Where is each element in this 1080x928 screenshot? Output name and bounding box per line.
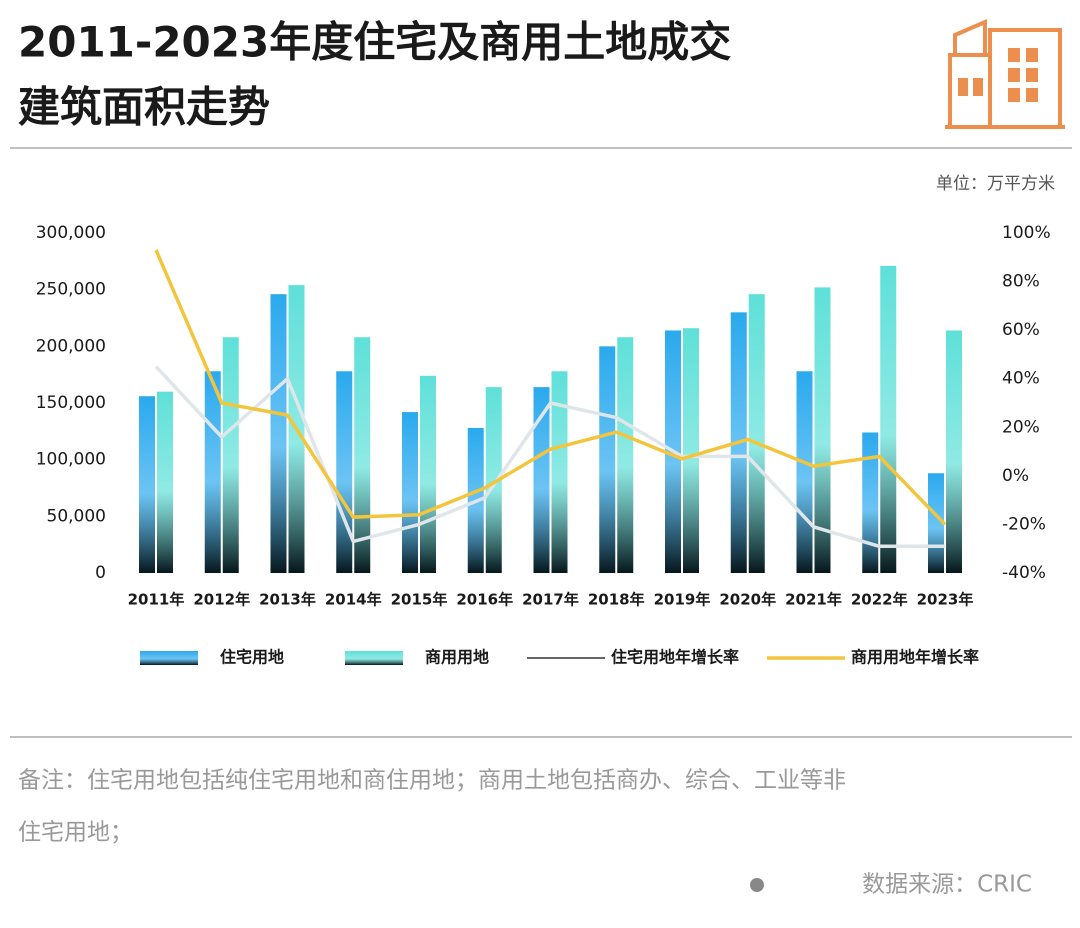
bar xyxy=(402,412,418,573)
x-tick-label: 2018年 xyxy=(588,591,645,609)
y-tick-label: 0 xyxy=(95,563,106,583)
x-tick-label: 2017年 xyxy=(522,591,579,609)
y2-tick-label: -40% xyxy=(1002,563,1046,583)
source: 数据来源：CRIC xyxy=(862,872,1032,898)
note: 备注：住宅用地包括纯住宅用地和商住用地；商用土地包括商办、综合、工业等非 xyxy=(18,768,846,794)
x-tick-label: 2019年 xyxy=(654,591,711,609)
y2-tick-label: 80% xyxy=(1002,272,1040,292)
bar xyxy=(796,371,813,573)
legend-label: 住宅用地 xyxy=(220,648,284,667)
legend-swatch xyxy=(345,651,403,665)
y2-tick-label: 0% xyxy=(1002,466,1029,486)
y2-tick-label: 20% xyxy=(1002,417,1040,437)
y-tick-label: 50,000 xyxy=(47,506,106,526)
bar xyxy=(748,294,765,573)
bar xyxy=(599,346,616,573)
x-tick-label: 2021年 xyxy=(785,591,842,609)
bar xyxy=(420,375,436,573)
bar xyxy=(814,287,831,573)
x-tick-label: 2013年 xyxy=(259,591,316,609)
bar xyxy=(485,387,502,573)
bar xyxy=(336,371,353,573)
building-icon xyxy=(945,18,1065,129)
bar xyxy=(880,265,897,573)
x-tick-label: 2016年 xyxy=(456,591,513,609)
x-tick-label: 2015年 xyxy=(391,591,448,609)
y-tick-label: 300,000 xyxy=(36,223,106,243)
bar xyxy=(139,396,155,573)
bar xyxy=(270,294,287,573)
x-tick-label: 2020年 xyxy=(719,591,776,609)
bar xyxy=(946,330,962,573)
bar xyxy=(533,387,550,573)
y2-tick-label: 40% xyxy=(1002,369,1040,389)
y-tick-label: 100,000 xyxy=(36,450,106,470)
legend-label: 住宅用地年增长率 xyxy=(611,648,739,667)
x-tick-label: 2014年 xyxy=(325,591,382,609)
bar xyxy=(551,371,568,573)
legend-label: 商用用地 xyxy=(425,648,489,667)
legend-swatch xyxy=(140,651,198,665)
x-tick-label: 2022年 xyxy=(851,591,908,609)
x-tick-label: 2023年 xyxy=(917,591,974,609)
y-tick-label: 150,000 xyxy=(36,393,106,413)
bar xyxy=(862,432,879,573)
y2-tick-label: 100% xyxy=(1002,223,1051,243)
bar xyxy=(157,391,173,573)
bar xyxy=(222,337,239,573)
source-dot xyxy=(750,878,764,892)
bar xyxy=(354,337,371,573)
x-tick-label: 2011年 xyxy=(128,591,185,609)
title: 2011-2023年度住宅及商用土地成交 xyxy=(18,18,731,67)
title: 建筑面积走势 xyxy=(18,83,270,132)
y2-tick-label: 60% xyxy=(1002,320,1040,340)
line xyxy=(154,365,945,549)
x-tick-label: 2012年 xyxy=(193,591,250,609)
bar xyxy=(928,473,944,573)
y2-tick-label: -20% xyxy=(1002,514,1046,534)
y-tick-label: 200,000 xyxy=(36,336,106,356)
bar xyxy=(204,371,221,573)
bar xyxy=(683,328,699,573)
unit-label: 单位：万平方米 xyxy=(936,174,1055,194)
bar xyxy=(617,337,634,573)
note: 住宅用地； xyxy=(18,820,133,846)
y-tick-label: 250,000 xyxy=(36,280,106,300)
line xyxy=(154,249,947,526)
legend-label: 商用用地年增长率 xyxy=(851,648,979,667)
